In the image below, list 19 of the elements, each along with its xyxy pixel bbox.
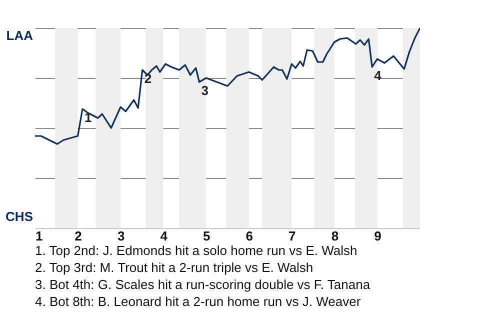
x-tick-label: 7 <box>288 228 296 244</box>
x-tick-label: 9 <box>374 228 382 244</box>
x-tick-label: 8 <box>331 228 339 244</box>
x-tick-label: 1 <box>36 228 43 244</box>
x-tick-label: 3 <box>117 228 125 244</box>
x-tick-label: 5 <box>202 228 210 244</box>
text: 3. Bot 4th: G. Scales hit a run-scoring double vs F. Tanana <box>35 277 371 292</box>
annotation: 2 <box>144 71 152 86</box>
text: 4. Bot 8th: B. Leonard hit a 2-run home run vs J. Weaver <box>35 294 362 309</box>
x-tick-label: 2 <box>74 228 82 244</box>
text: LAA <box>6 28 34 43</box>
text: 1. Top 2nd: J. Edmonds hit a solo home run vs E. Walsh <box>35 243 358 258</box>
text: CHS <box>6 209 34 224</box>
annotation: 3 <box>201 83 208 98</box>
text: 2. Top 3rd: M. Trout hit a 2-run triple vs E. Walsh <box>35 260 314 275</box>
annotation: 1 <box>84 110 92 125</box>
annotation: 4 <box>374 68 382 83</box>
x-tick-label: 6 <box>246 228 254 244</box>
x-tick-label: 4 <box>160 228 168 244</box>
